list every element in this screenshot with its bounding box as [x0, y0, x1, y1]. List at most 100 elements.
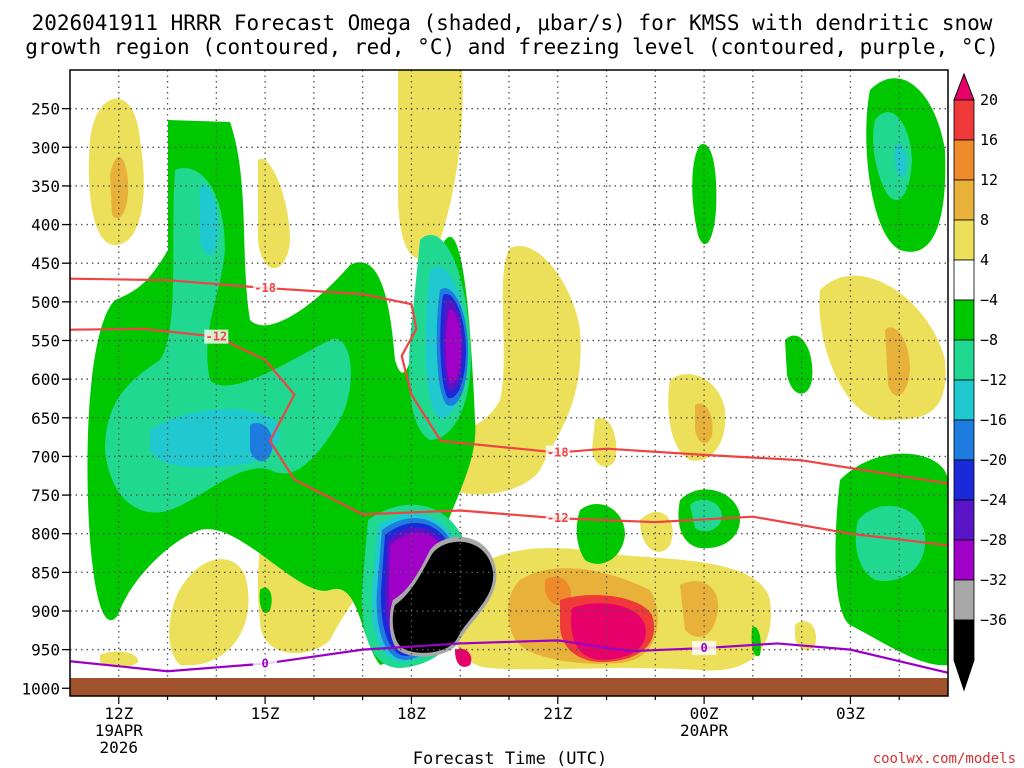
omega-shade-negative-4 [259, 587, 272, 614]
y-tick-label: 300 [31, 138, 60, 157]
omega-shade-negative-28 [445, 309, 462, 384]
colorbar-segment [953, 579, 975, 621]
y-tick-label: 500 [31, 293, 60, 312]
colorbar-segment [953, 219, 975, 261]
colorbar-top-arrow [953, 72, 975, 101]
colorbar-label: 20 [980, 91, 998, 109]
omega-shade-positive-8 [110, 156, 129, 219]
colorbar: 20 16 12 8 4 −4 −8 −12 −16 −20 −24 −28 −32 −36 [953, 72, 1007, 692]
colorbar-segment [953, 259, 975, 301]
omega-shade-negative-4 [692, 144, 717, 245]
omega-shade-positive-4 [795, 621, 816, 651]
chart-title-line-1: 2026041911 HRRR Forecast Omega (shaded, … [32, 11, 993, 35]
omega-shade-negative-4 [751, 626, 761, 657]
colorbar-segment [953, 499, 975, 541]
y-tick-label: 700 [31, 447, 60, 466]
dgz-minus-12-label: -12 [547, 511, 569, 525]
y-tick-label: 850 [31, 563, 60, 582]
y-tick-label: 350 [31, 177, 60, 196]
omega-shade-positive-4 [169, 559, 249, 666]
omega-shade-negative-8 [855, 505, 926, 581]
y-tick-label: 400 [31, 216, 60, 235]
y-tick-label: 450 [31, 254, 60, 273]
colorbar-segment [953, 139, 975, 181]
colorbar-bottom-arrow [953, 659, 975, 692]
credit-text: coolwx.com/models [873, 751, 1016, 767]
colorbar-segment [953, 339, 975, 381]
freezing-level-0-label: 0 [261, 657, 268, 671]
y-tick-label: 250 [31, 100, 60, 119]
x-tick-date-label: 19APR [95, 721, 144, 740]
colorbar-label: −12 [980, 371, 1007, 389]
y-tick-label: 800 [31, 525, 60, 544]
colorbar-label: 4 [980, 251, 989, 269]
colorbar-label: 12 [980, 171, 998, 189]
dgz-minus-18-line [70, 277, 948, 485]
x-tick-label: 21Z [543, 704, 572, 723]
y-tick-label: 600 [31, 370, 60, 389]
y-tick-label: 550 [31, 331, 60, 350]
omega-shade-positive-4 [258, 158, 290, 269]
surface-ground-strip [70, 678, 948, 696]
omega-shade-negative-12 [150, 409, 281, 467]
omega-shade-positive-8 [680, 581, 719, 638]
colorbar-segment [953, 619, 975, 661]
contour-label-bg [545, 511, 570, 526]
colorbar-label: −16 [980, 411, 1007, 429]
colorbar-label: −32 [980, 571, 1007, 589]
contour-label-bg [545, 445, 570, 460]
omega-shade-positive-20 [455, 648, 472, 667]
colorbar-segment [953, 539, 975, 581]
colorbar-segment [953, 419, 975, 461]
colorbar-label: 16 [980, 131, 998, 149]
omega-shade-positive-8 [885, 327, 910, 396]
y-tick-label: 750 [31, 486, 60, 505]
contours: -18 -18 -12 -12 0 0 [70, 277, 948, 674]
colorbar-label: −24 [980, 491, 1007, 509]
x-tick-date-label: 20APR [680, 721, 729, 740]
y-tick-label: 900 [31, 602, 60, 621]
omega-shade-positive-4 [398, 70, 463, 259]
y-axis: 250 300 350 400 450 500 550 600 650 700 750 800 850 9… [21, 100, 70, 698]
colorbar-label: −28 [980, 531, 1007, 549]
colorbar-label: 8 [980, 211, 989, 229]
dgz-minus-18-label: -18 [254, 281, 276, 295]
y-tick-label: 650 [31, 409, 60, 428]
colorbar-label: −36 [980, 611, 1007, 629]
x-tick-label: 18Z [397, 704, 426, 723]
dgz-minus-18-label: -18 [547, 446, 569, 460]
y-tick-label: 1000 [21, 679, 60, 698]
freezing-level-0-label: 0 [700, 641, 707, 655]
contour-label-bg [204, 329, 229, 344]
omega-shade-negative-16 [250, 422, 273, 462]
colorbar-label: −20 [980, 451, 1007, 469]
omega-shade-negative-36 [392, 541, 494, 653]
colorbar-segment [953, 459, 975, 501]
colorbar-segment [953, 99, 975, 141]
x-tick-label: 03Z [836, 704, 865, 723]
omega-shade-negative-12 [200, 184, 219, 255]
contour-label-bg [692, 641, 717, 656]
colorbar-segment [953, 379, 975, 421]
omega-shade-positive-4 [592, 418, 617, 467]
x-tick-label: 12Z [104, 704, 133, 723]
x-tick-label: 15Z [251, 704, 280, 723]
colorbar-label: −8 [980, 331, 998, 349]
omega-shading [87, 70, 948, 671]
x-tick-year-label: 2026 [100, 738, 139, 757]
omega-shade-positive-12 [545, 576, 571, 606]
x-axis-label: Forecast Time (UTC) [413, 749, 607, 768]
colorbar-segment [953, 299, 975, 341]
freezing-level-0-line [70, 639, 948, 674]
x-tick-label: 00Z [690, 704, 719, 723]
chart-title-line-2: growth region (contoured, red, °C) and f… [25, 35, 999, 59]
contour-label-bg [253, 656, 278, 671]
colorbar-label: −4 [980, 291, 998, 309]
omega-shade-negative-12 [894, 144, 907, 178]
dgz-minus-12-label: -12 [205, 330, 227, 344]
omega-shade-negative-8 [690, 499, 722, 532]
contour-label-bg [253, 280, 278, 295]
colorbar-segment [953, 179, 975, 221]
